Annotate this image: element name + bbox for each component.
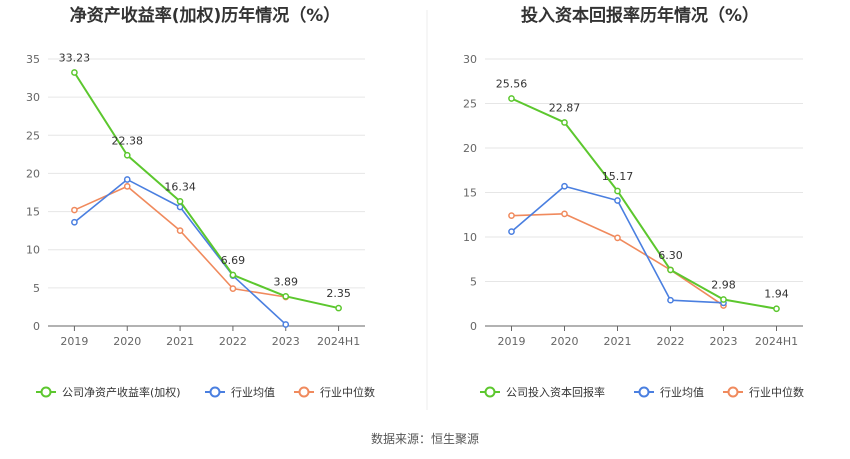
data-point-average[interactable] (282, 321, 290, 328)
y-tick-label: 35 (26, 53, 40, 66)
y-tick-label: 5 (33, 282, 40, 295)
data-point-average[interactable] (614, 197, 621, 204)
roe-chart: 净资产收益率(加权)历年情况（%） 0 5 10 15 20 25 30 35 2019 2020… (26, 5, 375, 399)
y-tick-label: 15 (463, 187, 477, 200)
data-point-average[interactable] (667, 296, 674, 304)
data-label: 6.69 (221, 254, 246, 267)
x-tick-label: 2022 (657, 335, 685, 348)
legend-item-average[interactable]: 行业均值 (205, 386, 275, 399)
legend-marker (638, 386, 650, 398)
data-point-median[interactable] (614, 234, 621, 242)
x-tick-label: 2022 (219, 335, 247, 348)
legend-item-average[interactable]: 行业均值 (634, 386, 704, 399)
data-point-median[interactable] (123, 183, 131, 190)
data-point-average[interactable] (561, 182, 568, 190)
legend-marker (727, 386, 739, 398)
series-line-median (511, 213, 724, 307)
data-label: 1.94 (764, 288, 789, 301)
y-tick-label: 10 (26, 244, 40, 257)
x-tick-label: 2019 (498, 335, 526, 348)
data-point-company[interactable] (720, 296, 727, 303)
data-label: 3.89 (274, 275, 299, 288)
x-tick-label: 2023 (710, 335, 738, 348)
y-tick-label: 20 (463, 142, 477, 155)
legend-item-median[interactable]: 行业中位数 (723, 385, 804, 399)
data-point-company[interactable] (667, 266, 674, 274)
data-point-company[interactable] (614, 187, 621, 195)
x-tick-label: 2021 (166, 335, 194, 348)
data-point-average[interactable] (71, 218, 78, 226)
x-tick-label: 2020 (113, 335, 141, 348)
data-label: 16.34 (164, 180, 196, 193)
legend-label: 公司净资产收益率(加权) (62, 385, 181, 399)
legend-marker (484, 386, 496, 398)
data-point-company[interactable] (71, 69, 78, 76)
data-point-company[interactable] (335, 304, 342, 312)
data-point-company[interactable] (176, 197, 184, 205)
chart-title: 投入资本回报率历年情况（%） (521, 5, 759, 26)
legend-item-median[interactable]: 行业中位数 (294, 385, 375, 399)
data-point-median[interactable] (229, 285, 237, 292)
data-label: 22.87 (549, 101, 581, 114)
data-point-median[interactable] (508, 212, 515, 219)
x-tick-label: 2024H1 (755, 335, 798, 348)
data-label: 33.23 (59, 52, 91, 65)
data-point-median[interactable] (561, 210, 568, 218)
x-tick-label: 2024H1 (317, 335, 360, 348)
y-tick-label: 5 (470, 276, 477, 289)
legend-label: 行业中位数 (320, 385, 375, 399)
series-line-company (73, 71, 339, 310)
x-tick-label: 2019 (60, 335, 88, 348)
y-tick-label: 0 (470, 320, 477, 333)
legend-item-company[interactable]: 公司净资产收益率(加权) (36, 385, 181, 399)
legend-marker (40, 386, 52, 398)
y-tick-label: 30 (463, 53, 477, 66)
data-point-company[interactable] (123, 151, 131, 159)
data-point-company[interactable] (282, 292, 290, 300)
x-tick-label: 2020 (551, 335, 579, 348)
legend-label: 行业均值 (231, 386, 275, 399)
y-tick-label: 15 (26, 206, 40, 219)
x-tick-label: 2023 (272, 335, 300, 348)
y-tick-label: 20 (26, 167, 40, 180)
legend-label: 行业均值 (660, 386, 704, 399)
data-point-company[interactable] (773, 305, 780, 313)
data-label: 22.38 (112, 134, 144, 147)
y-tick-label: 25 (26, 129, 40, 142)
data-point-median[interactable] (71, 206, 78, 214)
data-point-average[interactable] (508, 228, 515, 236)
data-source: 数据来源：恒生聚源 (371, 431, 479, 446)
legend-label: 行业中位数 (749, 385, 804, 399)
roic-chart: 投入资本回报率历年情况（%） 0 5 10 15 20 25 30 2019 2020 2021 2… (463, 5, 804, 399)
y-tick-label: 10 (463, 231, 477, 244)
data-label: 6.30 (658, 249, 683, 262)
chart-title: 净资产收益率(加权)历年情况（%） (70, 5, 341, 26)
data-point-company[interactable] (229, 271, 237, 279)
data-label: 2.35 (326, 287, 351, 300)
data-point-company[interactable] (508, 95, 515, 102)
y-tick-label: 0 (33, 320, 40, 333)
legend-marker (298, 386, 310, 398)
y-tick-label: 25 (463, 98, 477, 111)
x-tick-label: 2021 (604, 335, 632, 348)
data-label: 25.56 (496, 78, 528, 91)
data-point-average[interactable] (123, 176, 131, 183)
data-label: 2.98 (711, 278, 736, 291)
legend-label: 公司投入资本回报率 (506, 385, 605, 399)
legend-item-company[interactable]: 公司投入资本回报率 (480, 385, 605, 399)
legend-marker (209, 386, 221, 398)
data-label: 15.17 (602, 170, 634, 183)
data-point-median[interactable] (176, 227, 184, 234)
data-point-company[interactable] (561, 119, 568, 126)
y-tick-label: 30 (26, 91, 40, 104)
series-line-company (511, 97, 777, 310)
